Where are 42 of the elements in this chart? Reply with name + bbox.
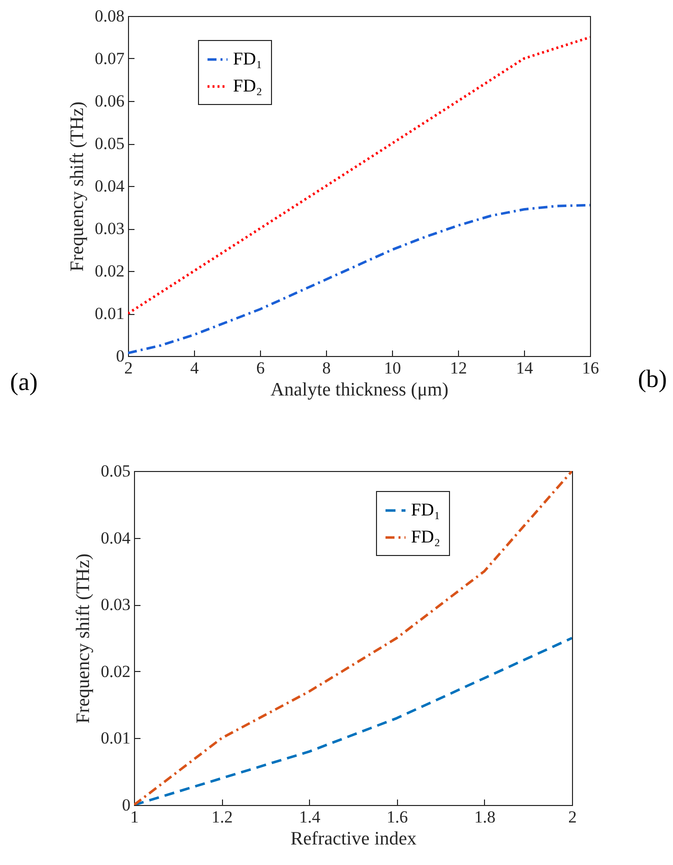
y-axis-title: Frequency shift (THz) xyxy=(72,554,94,724)
y-tick-label: 0.02 xyxy=(100,662,130,681)
legend-label: FD₂ xyxy=(233,76,262,96)
x-tick-label: 14 xyxy=(516,358,534,378)
y-tick-label: 0.02 xyxy=(94,262,124,280)
x-tick-label: 1.6 xyxy=(386,808,408,826)
x-tick-label: 16 xyxy=(582,358,599,378)
y-tick-label: 0.04 xyxy=(94,176,125,196)
y-tick-label: 0 xyxy=(116,346,124,366)
text: (a) xyxy=(10,369,38,396)
y-tick-label: 0.01 xyxy=(100,728,130,748)
x-tick-label: 12 xyxy=(450,358,467,378)
x-tick-label: 2 xyxy=(568,808,577,826)
y-tick-label: 0.01 xyxy=(94,304,124,323)
line-series xyxy=(134,471,572,805)
legend-label: FD₁ xyxy=(233,48,262,68)
legend-label: FD₂ xyxy=(411,526,440,546)
x-axis-title: Analyte thickness (μm) xyxy=(270,380,448,400)
legend-label: FD₁ xyxy=(411,500,440,520)
line-series xyxy=(128,204,590,354)
y-tick-label: 0.07 xyxy=(94,49,125,68)
y-tick-label: 0 xyxy=(122,796,130,814)
x-tick-label: 4 xyxy=(190,358,200,378)
y-tick-label: 0.05 xyxy=(100,462,130,480)
y-tick-label: 0.04 xyxy=(100,528,131,548)
y-tick-label: 0.05 xyxy=(94,134,124,153)
y-tick-label: 0.06 xyxy=(94,92,124,110)
x-tick-label: 8 xyxy=(322,358,331,378)
x-tick-label: 6 xyxy=(256,358,265,378)
y-axis-title: Frequency shift (THz) xyxy=(66,102,88,272)
y-tick-label: 0.03 xyxy=(94,219,124,238)
line-series xyxy=(134,636,572,805)
x-tick-label: 1.8 xyxy=(474,808,496,826)
y-tick-label: 0.03 xyxy=(100,595,130,614)
y-tick-label: 0.08 xyxy=(94,6,124,26)
x-tick-label: 1.4 xyxy=(299,808,321,826)
x-tick-label: 2 xyxy=(124,358,133,378)
x-tick-label: 10 xyxy=(384,358,401,378)
x-tick-label: 1.2 xyxy=(211,808,233,826)
text: (b) xyxy=(638,366,667,393)
x-tick-label: 1 xyxy=(130,808,139,826)
x-axis-title: Refractive index xyxy=(290,828,418,850)
